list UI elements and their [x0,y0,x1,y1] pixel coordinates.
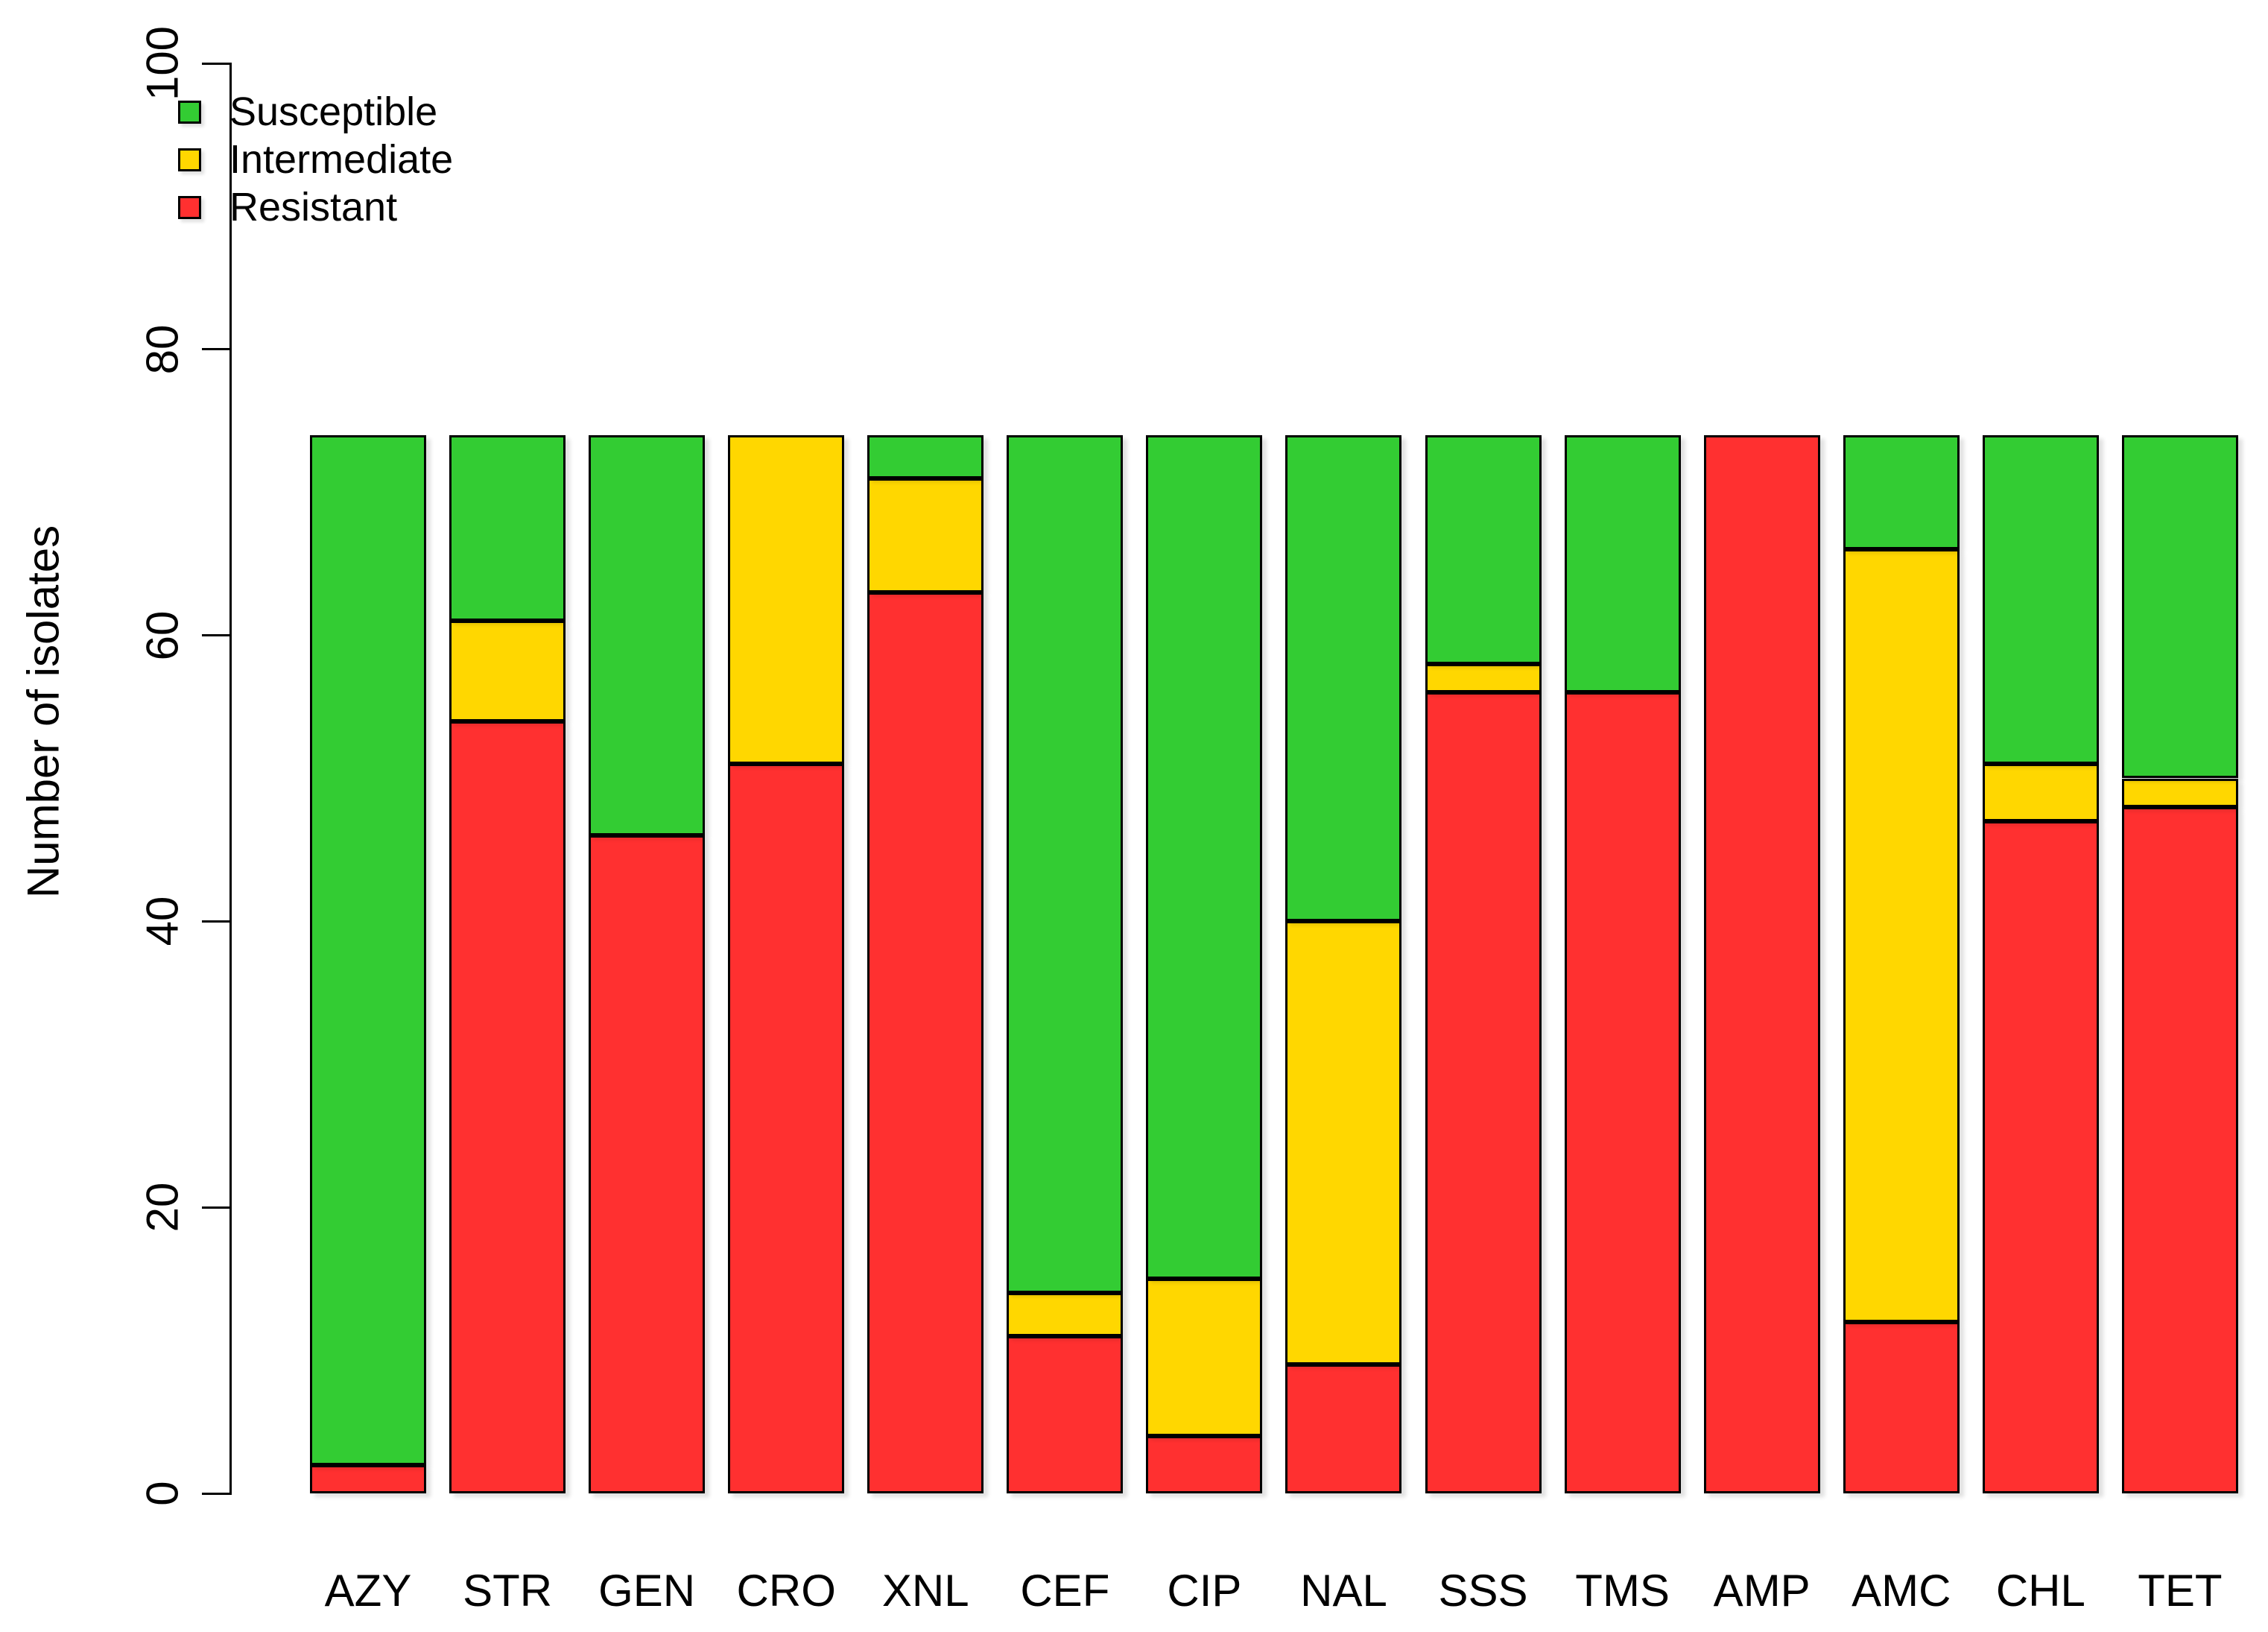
y-axis-tick [202,920,230,923]
y-axis-tick [202,1206,230,1209]
x-axis-label-chl: CHL [1995,1566,2085,1616]
bar-segment-tms-resistant [1564,692,1681,1493]
bar-segment-amc-intermediate [1843,549,1960,1322]
x-axis-label-tms: TMS [1575,1566,1670,1616]
bar-segment-tet-susceptible [2121,434,2238,779]
bar-segment-chl-intermediate [1982,764,2099,822]
y-axis-line [229,63,232,1495]
bar-segment-amc-resistant [1843,1321,1960,1493]
bar-segment-nal-resistant [1285,1364,1402,1493]
bar-segment-cip-resistant [1146,1436,1263,1493]
x-axis-label-xnl: XNL [881,1566,969,1616]
bar-segment-gen-resistant [589,835,706,1493]
bar-segment-azy-susceptible [310,434,426,1465]
legend-label: Resistant [229,185,398,230]
legend-item-intermediate: Intermediate [178,136,453,183]
resistant-swatch-icon [178,195,201,219]
y-axis-title: Number of isolates [18,525,69,899]
bar-segment-sss-resistant [1425,692,1542,1493]
x-axis-label-cro: CRO [736,1566,836,1616]
bar-segment-cip-intermediate [1146,1279,1263,1437]
bar-segment-gen-susceptible [589,434,706,836]
y-axis-tick [202,1492,230,1495]
y-axis-tick-label: 60 [137,610,188,660]
x-axis-label-azy: AZY [324,1566,412,1616]
y-axis-tick-label: 80 [137,324,188,375]
bar-segment-cef-susceptible [1007,434,1124,1294]
bar-segment-cef-resistant [1007,1335,1124,1493]
legend-item-resistant: Resistant [178,183,453,231]
y-axis-tick-label: 0 [137,1481,188,1506]
bar-segment-tms-susceptible [1564,434,1681,693]
bar-segment-cro-intermediate [728,434,845,765]
legend-label: Susceptible [229,89,438,134]
y-axis-tick-label: 40 [137,896,188,946]
bar-segment-tet-resistant [2121,806,2238,1493]
bar-segment-amc-susceptible [1843,434,1960,550]
bar-segment-azy-resistant [310,1464,426,1493]
x-axis-label-amc: AMC [1852,1566,1951,1616]
x-axis-label-sss: SSS [1438,1566,1528,1616]
legend-label: Intermediate [229,137,454,182]
intermediate-swatch-icon [178,148,201,171]
bar-segment-cef-intermediate [1007,1293,1124,1336]
y-axis-tick-label: 20 [137,1182,188,1233]
legend: Susceptible Intermediate Resistant [178,88,453,231]
x-axis-label-str: STR [463,1566,553,1616]
bar-segment-nal-intermediate [1285,921,1402,1365]
bar-segment-chl-resistant [1982,821,2099,1493]
y-axis-tick [202,348,230,351]
bar-segment-sss-intermediate [1425,663,1542,693]
x-axis-label-cip: CIP [1167,1566,1242,1616]
bar-segment-str-susceptible [449,434,566,622]
y-axis-tick [202,62,230,65]
x-axis-label-tet: TET [2138,1566,2223,1616]
bar-segment-str-resistant [449,721,566,1493]
x-axis-label-gen: GEN [598,1566,696,1616]
bar-segment-xnl-intermediate [867,478,984,593]
bar-segment-amp-resistant [1703,434,1820,1493]
y-axis-tick [202,634,230,637]
bar-segment-cip-susceptible [1146,434,1263,1280]
bar-segment-chl-susceptible [1982,434,2099,765]
x-axis-label-nal: NAL [1300,1566,1387,1616]
legend-item-susceptible: Susceptible [178,88,453,136]
x-axis-label-cef: CEF [1020,1566,1110,1616]
susceptible-swatch-icon [178,100,201,124]
bar-segment-xnl-susceptible [867,434,984,478]
bar-segment-str-intermediate [449,621,566,721]
bar-segment-tet-intermediate [2121,778,2238,807]
bar-segment-sss-susceptible [1425,434,1542,664]
x-axis-label-amp: AMP [1713,1566,1811,1616]
bar-segment-nal-susceptible [1285,434,1402,922]
bar-segment-xnl-resistant [867,592,984,1493]
bar-segment-cro-resistant [728,764,845,1493]
